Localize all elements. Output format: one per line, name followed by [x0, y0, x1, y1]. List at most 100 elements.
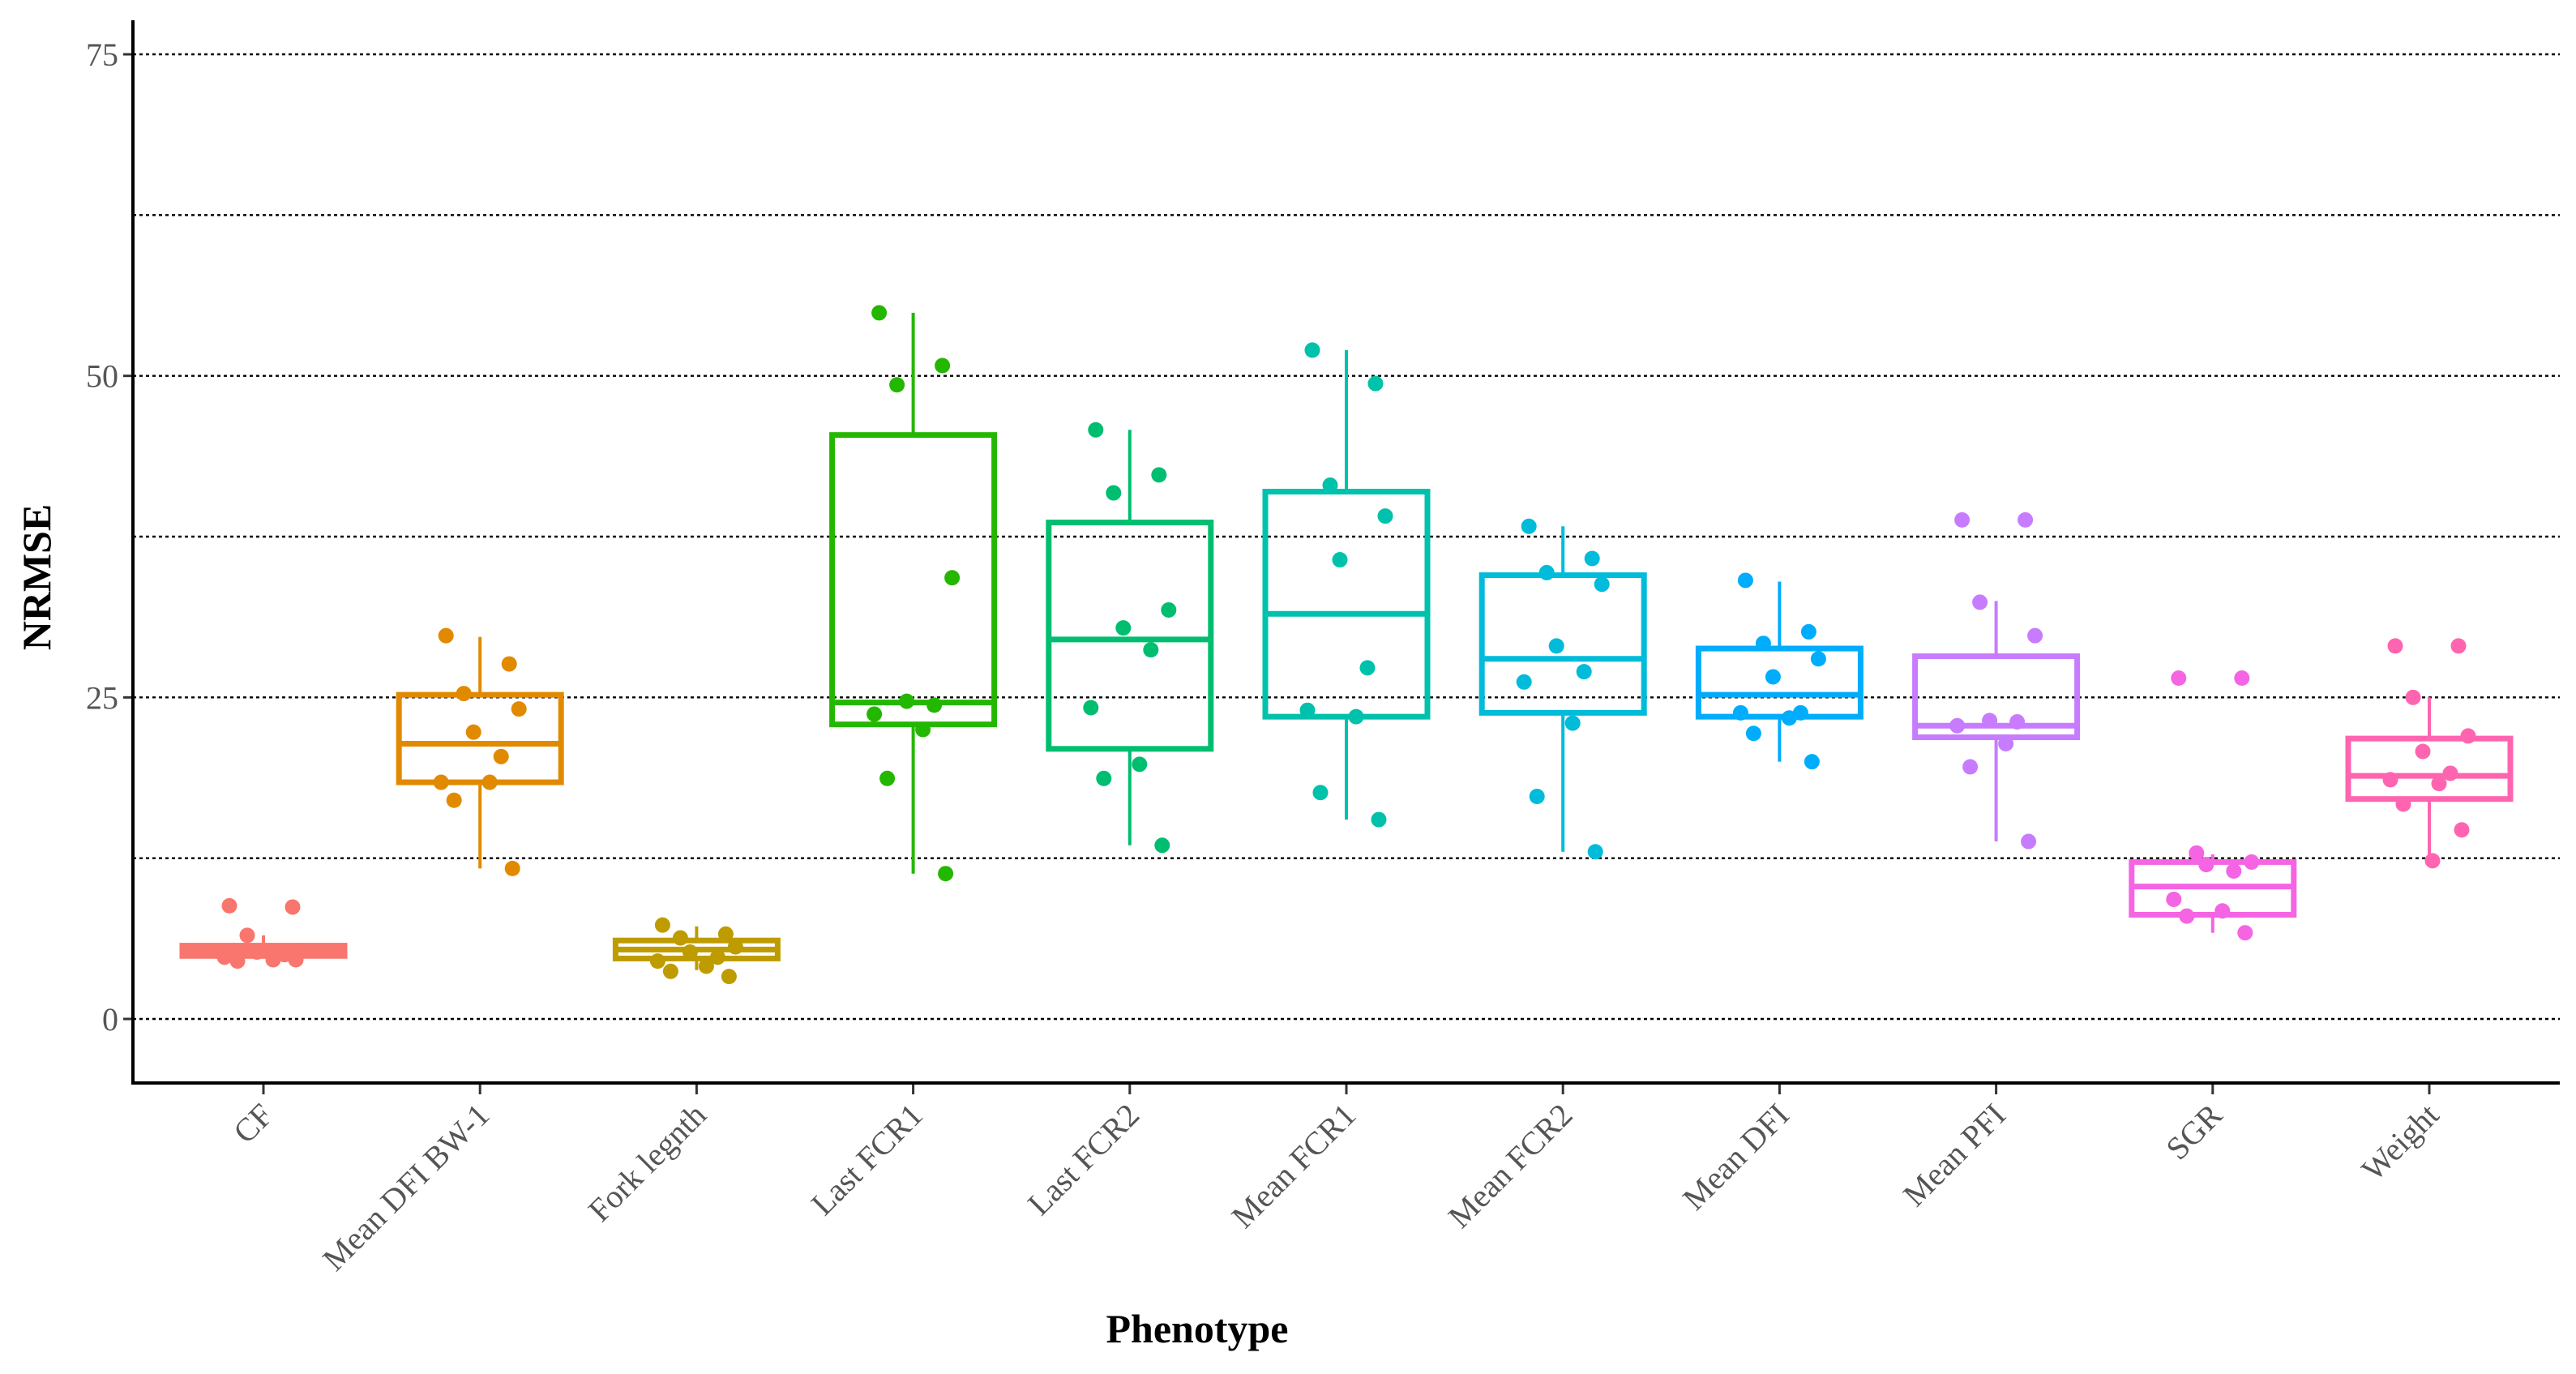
- data-point-10-0: [2387, 638, 2403, 654]
- data-point-8-6: [1949, 717, 1966, 734]
- data-point-10-1: [2450, 638, 2467, 654]
- data-point-7-4: [1765, 669, 1781, 685]
- data-point-0-2: [239, 927, 255, 944]
- data-point-10-7: [2431, 776, 2447, 792]
- box-group-1: [396, 627, 564, 876]
- x-tick-label-2: Fork legnth: [581, 1097, 713, 1229]
- data-point-3-9: [938, 866, 954, 882]
- data-point-9-6: [2166, 891, 2182, 907]
- data-point-1-4: [465, 724, 481, 740]
- y-tick-label-2: 50: [86, 358, 118, 395]
- data-point-6-5: [1576, 664, 1592, 680]
- data-point-8-5: [2009, 713, 2026, 730]
- box-7: [1695, 645, 1864, 720]
- data-point-2-6: [649, 953, 665, 970]
- x-tick-label-9: SGR: [2159, 1096, 2229, 1166]
- box-group-10: [2345, 638, 2514, 869]
- data-point-6-4: [1548, 638, 1564, 654]
- box-10: [2345, 735, 2514, 803]
- data-point-3-3: [944, 570, 961, 586]
- data-point-8-2: [1972, 594, 1988, 610]
- x-tick-label-7: Mean DFI: [1675, 1097, 1796, 1218]
- data-point-1-6: [433, 774, 449, 790]
- x-tick-label-0: CF: [226, 1097, 280, 1150]
- data-point-9-2: [2189, 845, 2205, 861]
- data-point-7-2: [1755, 636, 1771, 652]
- data-point-8-9: [2021, 833, 2037, 850]
- data-point-2-3: [727, 939, 743, 955]
- data-point-1-8: [446, 792, 462, 808]
- data-point-9-7: [2214, 903, 2231, 919]
- data-point-7-9: [1804, 754, 1820, 770]
- data-point-7-0: [1737, 572, 1753, 589]
- x-tick-label-6: Mean FCR2: [1441, 1097, 1580, 1235]
- box-group-3: [829, 305, 998, 882]
- data-point-10-3: [2460, 728, 2476, 744]
- data-point-4-4: [1115, 620, 1132, 636]
- data-point-1-5: [493, 748, 509, 764]
- data-point-5-3: [1377, 508, 1393, 524]
- data-point-8-8: [1962, 759, 1979, 775]
- data-point-7-3: [1810, 651, 1826, 667]
- data-point-5-9: [1371, 811, 1387, 828]
- data-point-8-3: [2027, 627, 2043, 644]
- y-tick-label-3: 75: [86, 36, 118, 73]
- box-4: [1046, 520, 1214, 752]
- data-point-5-4: [1332, 552, 1348, 568]
- y-tick-label-0: 0: [102, 1001, 118, 1038]
- data-point-2-4: [682, 944, 698, 960]
- data-point-9-4: [2198, 857, 2214, 873]
- x-axis-title: Phenotype: [1106, 1306, 1289, 1351]
- x-tick-label-4: Last FCR2: [1021, 1097, 1146, 1222]
- x-axis-ticks: CF Mean DFI BW-1 Fork legnth Last FCR1 Last …: [226, 1085, 2445, 1278]
- x-tick-label-10: Weight: [2355, 1097, 2446, 1188]
- y-axis-ticks: 0 25 50 75: [86, 36, 133, 1038]
- data-point-4-1: [1151, 467, 1167, 483]
- x-tick-label-8: Mean PFI: [1896, 1097, 2013, 1213]
- data-point-6-2: [1538, 564, 1555, 580]
- data-point-9-0: [2171, 670, 2187, 687]
- data-point-9-5: [2226, 863, 2242, 880]
- data-point-3-7: [915, 721, 931, 738]
- data-point-9-8: [2179, 908, 2195, 924]
- x-tick-label-3: Last FCR1: [804, 1097, 930, 1222]
- data-point-6-0: [1521, 518, 1537, 534]
- data-point-0-7: [265, 952, 281, 968]
- data-point-8-1: [2018, 512, 2034, 528]
- box-group-8: [1912, 512, 2081, 850]
- data-point-4-8: [1096, 770, 1112, 786]
- data-point-6-6: [1516, 674, 1532, 690]
- x-tick-label-5: Mean FCR1: [1224, 1097, 1363, 1235]
- data-point-3-1: [935, 357, 951, 374]
- data-point-8-4: [1982, 713, 1998, 729]
- data-point-4-2: [1106, 485, 1122, 501]
- data-point-6-1: [1584, 550, 1600, 567]
- data-point-0-0: [221, 897, 237, 914]
- data-point-10-2: [2405, 689, 2421, 705]
- box-8: [1912, 653, 2081, 741]
- box-5: [1262, 488, 1431, 720]
- data-point-10-8: [2395, 796, 2411, 812]
- data-point-4-6: [1083, 700, 1099, 716]
- data-point-3-6: [867, 706, 883, 722]
- data-point-5-2: [1322, 477, 1338, 494]
- data-point-9-9: [2237, 925, 2253, 941]
- box-6: [1478, 572, 1647, 716]
- data-point-3-4: [899, 693, 915, 709]
- data-point-10-6: [2382, 772, 2398, 788]
- data-point-1-9: [504, 860, 520, 876]
- data-point-1-7: [481, 774, 498, 790]
- box-3: [829, 432, 998, 728]
- y-axis-title: NRMSE: [14, 504, 59, 651]
- data-point-0-4: [249, 944, 265, 960]
- data-point-7-7: [1781, 710, 1797, 726]
- data-point-5-8: [1312, 785, 1329, 801]
- x-tick-label-1: Mean DFI BW-1: [315, 1097, 497, 1278]
- data-point-4-7: [1132, 756, 1148, 773]
- data-point-2-2: [672, 930, 688, 946]
- data-point-3-5: [926, 697, 943, 713]
- data-point-0-1: [285, 899, 301, 915]
- data-point-0-9: [288, 952, 304, 968]
- data-point-10-9: [2454, 822, 2470, 838]
